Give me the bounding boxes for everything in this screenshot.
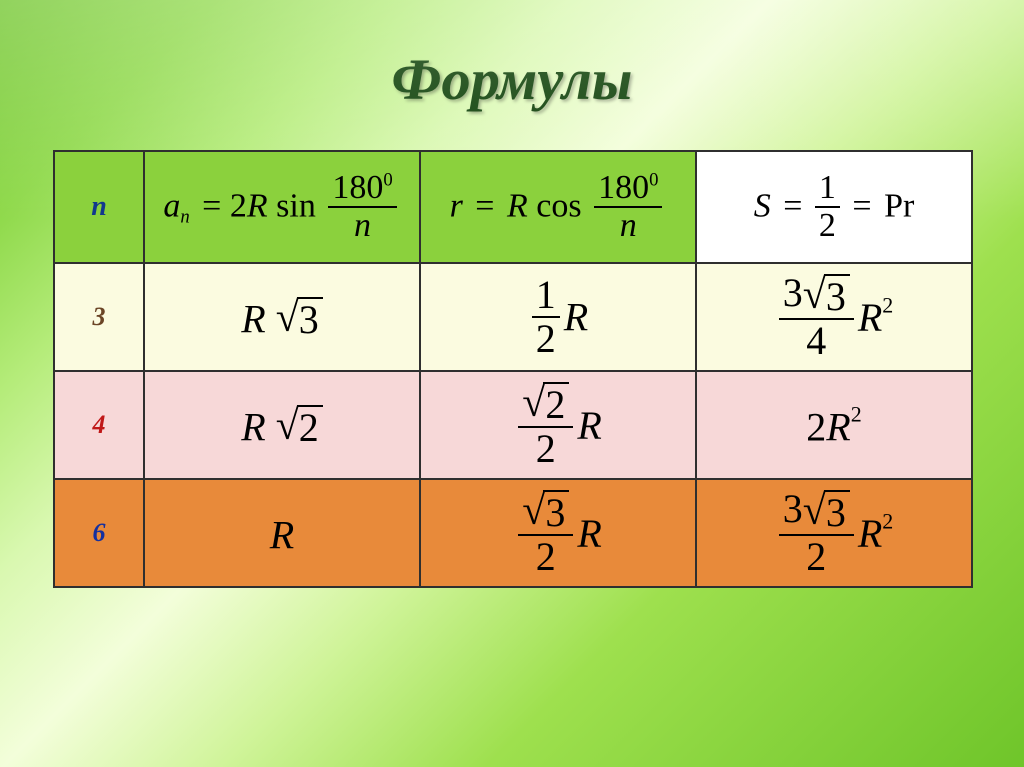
sym-r: r	[450, 188, 463, 225]
cell-r: 1 2 R	[420, 263, 696, 371]
table-row: 6 R √3 2 R 3√3 2 R2	[54, 479, 972, 587]
num-1: 1	[815, 170, 840, 208]
den-n: n	[594, 208, 662, 244]
exp-2: 2	[882, 292, 893, 317]
cell-S: 3√3 4 R2	[696, 263, 972, 371]
den: 2	[518, 536, 573, 578]
radicand: 3	[543, 490, 569, 534]
coef: 3	[783, 486, 803, 531]
sym-R: R	[247, 188, 268, 225]
den-n: n	[328, 208, 396, 244]
n-cell: 3	[54, 263, 144, 371]
header-n: n	[54, 151, 144, 263]
fn-sin: sin	[276, 188, 316, 225]
n-cell: 4	[54, 371, 144, 479]
radicand: 3	[824, 274, 850, 318]
deg-0: 0	[383, 170, 392, 191]
sym-R: R	[826, 405, 850, 450]
den-2: 2	[815, 208, 840, 244]
eq: =	[852, 188, 871, 225]
n-symbol: n	[91, 191, 107, 222]
radicand: 3	[824, 490, 850, 534]
radicand: 2	[297, 405, 323, 449]
exp-2: 2	[851, 402, 862, 427]
header-formula-a: an = 2R sin 1800 n	[144, 151, 420, 263]
n-value: 4	[93, 410, 106, 439]
frac: 3√3 4	[779, 272, 854, 363]
radicand: 3	[297, 297, 323, 341]
frac-180-n: 1800 n	[594, 170, 662, 243]
den: 2	[518, 428, 573, 470]
eq: =	[783, 188, 802, 225]
sqrt: √2	[276, 405, 323, 449]
cell-r: √3 2 R	[420, 479, 696, 587]
fn-cos: cos	[536, 188, 581, 225]
sym-R: R	[270, 513, 294, 558]
eq-2: = 2	[202, 188, 247, 225]
radicand: 2	[543, 382, 569, 426]
sym-R: R	[577, 511, 601, 556]
frac: √2 2	[518, 380, 573, 471]
sub-n: n	[180, 207, 189, 228]
sqrt: √3	[276, 297, 323, 341]
den: 2	[532, 318, 560, 360]
table-header-row: n an = 2R sin 1800 n r = R cos 1800 n S …	[54, 151, 972, 263]
cell-S: 3√3 2 R2	[696, 479, 972, 587]
num-180: 180	[598, 169, 649, 206]
sym-R: R	[241, 297, 265, 342]
cell-a: R √2	[144, 371, 420, 479]
frac-180-n: 1800 n	[328, 170, 396, 243]
sym-R: R	[564, 295, 588, 340]
sym-S: S	[754, 188, 771, 225]
num: 1	[532, 274, 560, 318]
frac: 1 2	[532, 274, 560, 360]
frac-1-2: 1 2	[815, 170, 840, 243]
formula-table: n an = 2R sin 1800 n r = R cos 1800 n S …	[53, 150, 973, 588]
cell-S: 2R2	[696, 371, 972, 479]
n-value: 6	[93, 518, 106, 547]
page-title: Формулы	[0, 0, 1024, 113]
frac: √3 2	[518, 488, 573, 579]
cell-a: R	[144, 479, 420, 587]
den: 4	[779, 320, 854, 362]
cell-r: √2 2 R	[420, 371, 696, 479]
n-cell: 6	[54, 479, 144, 587]
exp-2: 2	[882, 508, 893, 533]
cell-a: R √3	[144, 263, 420, 371]
header-formula-S: S = 1 2 = Pr	[696, 151, 972, 263]
coef: 3	[783, 270, 803, 315]
eq: =	[475, 188, 494, 225]
table-row: 4 R √2 √2 2 R 2R2	[54, 371, 972, 479]
n-value: 3	[93, 302, 106, 331]
header-formula-r: r = R cos 1800 n	[420, 151, 696, 263]
deg-0: 0	[649, 170, 658, 191]
sym-R: R	[858, 511, 882, 556]
sym-Pr: Pr	[884, 188, 914, 225]
table-row: 3 R √3 1 2 R 3√3 4 R2	[54, 263, 972, 371]
sym-R: R	[577, 403, 601, 448]
num-180: 180	[332, 169, 383, 206]
sym-a: a	[163, 188, 180, 225]
sym-R: R	[241, 405, 265, 450]
den: 2	[779, 536, 854, 578]
coef: 2	[806, 405, 826, 450]
sym-R: R	[858, 295, 882, 340]
sym-R: R	[507, 188, 528, 225]
frac: 3√3 2	[779, 488, 854, 579]
